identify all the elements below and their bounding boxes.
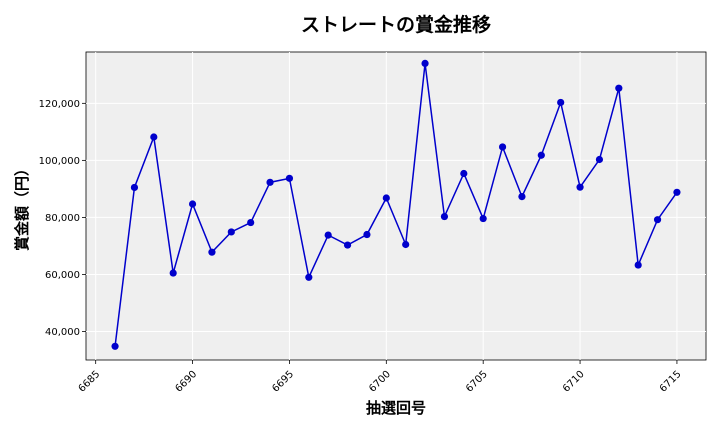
data-point	[150, 133, 158, 141]
data-point	[130, 183, 139, 192]
data-point	[363, 230, 371, 239]
x-axis-label: 抽選回号	[366, 399, 426, 417]
y-tick-label: 80,000	[45, 213, 80, 224]
data-point	[324, 231, 332, 239]
data-point	[537, 151, 545, 159]
data-point	[460, 169, 468, 178]
data-point	[382, 194, 390, 202]
series-layer	[111, 59, 681, 350]
data-point	[576, 183, 584, 191]
data-point	[479, 214, 487, 223]
data-point	[595, 155, 604, 164]
y-tick-label: 60,000	[45, 270, 80, 281]
chart-title: ストレートの賞金推移	[301, 13, 491, 36]
data-point	[208, 248, 216, 256]
data-point	[498, 143, 507, 151]
data-point	[653, 216, 662, 224]
data-point	[634, 261, 642, 269]
x-tick-label: 6685	[77, 369, 103, 395]
data-point	[305, 273, 313, 281]
y-tick-label: 100,000	[39, 156, 80, 167]
data-point	[247, 218, 255, 227]
data-point	[285, 174, 294, 182]
y-axis-label: 賞金額（円）	[13, 161, 31, 251]
x-tick-label: 6695	[270, 369, 296, 395]
data-point	[227, 228, 235, 236]
data-point	[402, 240, 410, 249]
data-point	[673, 188, 681, 196]
data-point	[421, 59, 429, 68]
data-point	[518, 192, 526, 201]
x-tick-label: 6710	[561, 369, 587, 395]
data-point	[266, 178, 274, 186]
data-point	[169, 269, 177, 277]
grid	[86, 52, 706, 360]
y-tick-label: 120,000	[39, 99, 80, 110]
data-point	[615, 84, 623, 92]
data-point	[557, 98, 565, 107]
x-tick-label: 6705	[464, 369, 490, 395]
data-point	[343, 241, 352, 249]
plot-area	[85, 51, 707, 361]
series-line-0	[114, 63, 678, 347]
x-tick-label: 6715	[658, 369, 684, 395]
data-point	[111, 342, 119, 350]
data-point	[440, 212, 449, 221]
x-tick-label: 6700	[367, 369, 393, 395]
data-point	[188, 200, 197, 208]
y-tick-label: 40,000	[45, 327, 80, 338]
x-tick-label: 6690	[173, 369, 199, 395]
